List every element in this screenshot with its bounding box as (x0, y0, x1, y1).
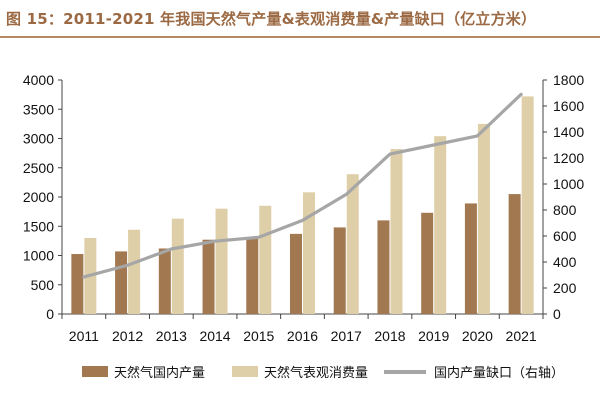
title-divider (0, 36, 600, 38)
x-tick-label: 2017 (331, 328, 362, 344)
bar-production (246, 237, 259, 314)
bar-consumption (171, 218, 184, 314)
bar-production (290, 233, 302, 314)
y-left-tick-label: 2000 (23, 189, 54, 205)
legend-item-production: 天然气国内产量 (82, 362, 205, 381)
chart-title: 图 15：2011-2021 年我国天然气产量&表观消费量&产量缺口（亿立方米） (6, 10, 537, 28)
legend-label-consumption: 天然气表观消费量 (264, 366, 369, 381)
y-right-tick-label: 800 (553, 202, 577, 218)
series-line-gap (82, 92, 523, 279)
bar-consumption (303, 192, 315, 314)
legend-label-production: 天然气国内产量 (114, 366, 206, 381)
y-right-tick-label: 400 (553, 254, 577, 270)
legend-item-gap: 国内产量缺口（右轴） (384, 362, 564, 381)
bar-consumption (259, 205, 272, 314)
y-right-tick-label: 600 (553, 228, 577, 244)
bar-consumption (521, 96, 534, 314)
y-right-tick-label: 0 (553, 306, 561, 322)
bar-consumption (215, 208, 228, 314)
x-tick-label: 2012 (112, 328, 143, 344)
x-tick-label: 2020 (462, 328, 493, 344)
y-left-tick-label: 4000 (23, 72, 54, 88)
legend-item-consumption: 天然气表观消费量 (232, 362, 368, 381)
y-left-tick-label: 3500 (23, 101, 54, 117)
y-right-tick-label: 1400 (553, 124, 584, 140)
y-right-tick-label: 1600 (553, 98, 584, 114)
bar-consumption (434, 136, 447, 314)
x-tick-label: 2019 (418, 328, 449, 344)
legend-label-gap: 国内产量缺口（右轴） (434, 366, 565, 381)
bar-production (115, 251, 128, 314)
y-left-tick-label: 1000 (23, 248, 54, 264)
x-tick-label: 2016 (287, 328, 318, 344)
chart-legend: 天然气国内产量 天然气表观消费量 国内产量缺口（右轴） (0, 362, 600, 386)
y-right-tick-label: 1000 (553, 176, 584, 192)
bar-production (508, 194, 521, 314)
bar-production (421, 212, 434, 314)
bar-production (333, 227, 346, 314)
x-tick-label: 2011 (69, 328, 99, 344)
bar-consumption (477, 123, 490, 314)
x-tick-label: 2013 (156, 328, 187, 344)
y-left-tick-label: 0 (46, 306, 54, 322)
bar-production (464, 203, 477, 314)
legend-swatch-consumption (232, 366, 258, 377)
bar-production (202, 239, 215, 314)
y-left-tick-label: 500 (31, 277, 55, 293)
y-right-tick-label: 200 (553, 280, 577, 296)
y-left-tick-label: 2500 (23, 160, 54, 176)
bar-consumption (128, 229, 141, 314)
y-left-tick-label: 1500 (23, 218, 54, 234)
x-tick-label: 2014 (199, 328, 230, 344)
x-tick-label: 2021 (506, 328, 537, 344)
bar-production (377, 220, 390, 314)
chart-plot: 0 500 1000 1500 2000 2500 3000 3500 4000 0 200 400 6… (23, 72, 585, 344)
legend-swatch-production (82, 366, 108, 377)
x-tick-label: 2018 (374, 328, 405, 344)
bar-production (71, 254, 84, 314)
legend-swatch-gap (384, 369, 426, 374)
bar-consumption (390, 149, 403, 314)
x-tick-label: 2015 (243, 328, 274, 344)
y-left-tick-label: 3000 (23, 131, 54, 147)
bar-production (158, 248, 171, 314)
y-right-tick-label: 1800 (553, 72, 584, 88)
bar-consumption (346, 174, 359, 314)
y-right-tick-label: 1200 (553, 150, 584, 166)
